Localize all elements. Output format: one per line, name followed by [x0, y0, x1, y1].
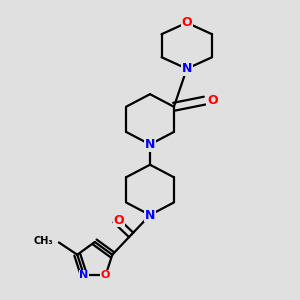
- Text: O: O: [101, 270, 110, 280]
- Text: O: O: [207, 94, 217, 107]
- Text: N: N: [145, 138, 155, 151]
- Text: N: N: [79, 270, 88, 280]
- Text: O: O: [113, 214, 124, 226]
- Text: N: N: [145, 208, 155, 221]
- Text: N: N: [182, 62, 192, 75]
- Text: O: O: [182, 16, 192, 29]
- Text: CH₃: CH₃: [33, 236, 53, 246]
